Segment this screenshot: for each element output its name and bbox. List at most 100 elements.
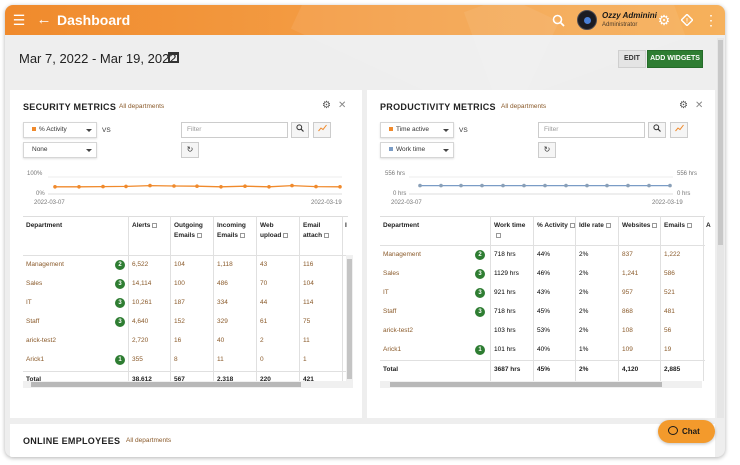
col-web-upload[interactable]: Web upload <box>260 221 290 241</box>
chart-y-bottom-left-label: 0 hrs <box>393 191 407 197</box>
col-work-time[interactable]: Work time <box>494 221 532 241</box>
metric2-color-dot <box>389 147 393 152</box>
table-row-dept[interactable]: Management <box>383 251 421 258</box>
chart-point <box>564 183 568 188</box>
chart-point <box>101 184 105 189</box>
chart-y-top-left-label: 556 hrs <box>385 171 406 177</box>
calendar-icon[interactable] <box>168 52 179 63</box>
refresh-icon[interactable]: ↻ <box>538 142 556 158</box>
online-scope-link[interactable]: All departments <box>126 437 172 444</box>
table-row-dept[interactable]: Sales <box>26 280 43 287</box>
search-icon[interactable] <box>648 122 666 138</box>
chart-point <box>480 183 484 188</box>
table-row-dept[interactable]: IT <box>26 299 32 306</box>
avatar[interactable] <box>577 10 597 30</box>
col-websites[interactable]: Websites <box>622 221 660 231</box>
search-icon[interactable] <box>291 122 309 138</box>
chart-x-start-label: 2022-03-07 <box>391 200 422 206</box>
close-icon[interactable]: ✕ <box>695 100 704 111</box>
table-row-dept[interactable]: IT <box>383 289 389 296</box>
col-department[interactable]: Department <box>383 222 420 229</box>
page-scrollbar[interactable] <box>717 38 724 418</box>
status-badge: 2 <box>115 260 125 270</box>
gear-icon[interactable]: ⚙ <box>679 100 688 111</box>
col-activity[interactable]: % Activity <box>537 221 575 231</box>
productivity-scope-link[interactable]: All departments <box>501 103 547 110</box>
security-filter-input[interactable]: Filter <box>181 122 288 138</box>
chart-point <box>418 183 422 188</box>
chart-point <box>290 183 294 188</box>
table-row-dept[interactable]: Arick1 <box>383 346 402 353</box>
alert-diamond-icon[interactable]: ! <box>679 5 695 35</box>
online-employees-card: ONLINE EMPLOYEES All departments <box>10 424 715 457</box>
table-row-dept[interactable]: Arick1 <box>26 356 45 363</box>
col-truncated[interactable]: A <box>706 222 711 229</box>
chart-x-start-label: 2022-03-07 <box>34 200 65 206</box>
security-metrics-card: SECURITY METRICS All departments ⚙ ✕ % A… <box>10 90 362 418</box>
chart-icon[interactable] <box>670 122 688 138</box>
security-activity-chart <box>48 176 342 195</box>
horizontal-scrollbar[interactable] <box>380 381 702 388</box>
col-email-attach[interactable]: Email attach <box>303 221 333 241</box>
chart-point <box>459 183 463 188</box>
table-row-dept[interactable]: arick-test2 <box>383 327 413 334</box>
metric2-select[interactable]: Work time <box>380 142 454 158</box>
add-widgets-button[interactable]: ADD WIDGETS <box>647 50 703 68</box>
table-row-dept[interactable]: Staff <box>383 308 397 315</box>
productivity-worktime-chart <box>409 176 673 195</box>
chart-point <box>585 183 589 188</box>
col-incoming-emails[interactable]: Incoming Emails <box>217 222 246 239</box>
productivity-filter-input[interactable]: Filter <box>538 122 645 138</box>
svg-text:!: ! <box>686 19 688 25</box>
horizontal-scrollbar[interactable] <box>23 381 346 388</box>
chart-point <box>647 183 651 188</box>
table-row-dept[interactable]: Management <box>26 261 64 268</box>
table-row-dept[interactable]: Staff <box>26 318 40 325</box>
metric1-color-dot <box>32 127 36 132</box>
chart-point <box>605 183 609 188</box>
metric1-select[interactable]: % Activity <box>23 122 97 138</box>
table-row-dept[interactable]: arick-test2 <box>26 337 56 344</box>
vs-label: VS <box>459 127 468 134</box>
chart-point <box>148 183 152 188</box>
chart-x-end-label: 2022-03-19 <box>652 200 683 206</box>
more-vert-icon[interactable]: ⋮ <box>704 12 718 28</box>
refresh-icon[interactable]: ↻ <box>181 142 199 158</box>
close-icon[interactable]: ✕ <box>338 100 347 111</box>
hamburger-menu-icon[interactable]: ☰ <box>12 12 26 28</box>
user-role: Administrator <box>602 22 638 28</box>
col-department[interactable]: Department <box>26 222 63 229</box>
gear-icon[interactable]: ⚙ <box>322 100 331 111</box>
chart-point <box>53 185 57 189</box>
back-arrow-icon[interactable]: ← <box>36 11 52 28</box>
vertical-scrollbar[interactable] <box>346 255 353 388</box>
col-alerts[interactable]: Alerts <box>132 221 158 231</box>
search-icon[interactable] <box>550 5 566 35</box>
status-badge: 3 <box>475 269 485 279</box>
online-title: ONLINE EMPLOYEES <box>23 436 121 446</box>
chart-y-bottom-right-label: 0 hrs <box>677 191 691 197</box>
chat-button[interactable]: Chat <box>658 420 715 443</box>
col-truncated[interactable]: I <box>345 222 347 229</box>
chart-y-top-right-label: 556 hrs <box>677 171 698 177</box>
chat-bubble-icon <box>668 426 678 435</box>
chart-point <box>626 183 630 188</box>
date-range[interactable]: Mar 7, 2022 - Mar 19, 2022 <box>19 51 177 66</box>
security-title: SECURITY METRICS <box>23 102 117 112</box>
col-outgoing-emails[interactable]: Outgoing Emails <box>174 222 203 239</box>
security-scope-link[interactable]: All departments <box>119 103 165 110</box>
metric2-select[interactable]: None <box>23 142 97 158</box>
col-emails[interactable]: Emails <box>664 221 702 231</box>
total-row-label: Total <box>26 376 42 383</box>
chart-icon[interactable] <box>313 122 331 138</box>
total-row-label: Total <box>383 366 399 373</box>
table-row-dept[interactable]: Sales <box>383 270 400 277</box>
chart-point <box>124 184 128 189</box>
metric1-select[interactable]: Time active <box>380 122 454 138</box>
gear-icon[interactable]: ⚙ <box>657 12 671 28</box>
col-idle-rate[interactable]: Idle rate <box>579 221 617 231</box>
chart-point <box>172 184 176 188</box>
edit-button[interactable]: EDIT <box>618 50 646 68</box>
status-badge: 3 <box>475 288 485 298</box>
status-badge: 3 <box>115 317 125 327</box>
